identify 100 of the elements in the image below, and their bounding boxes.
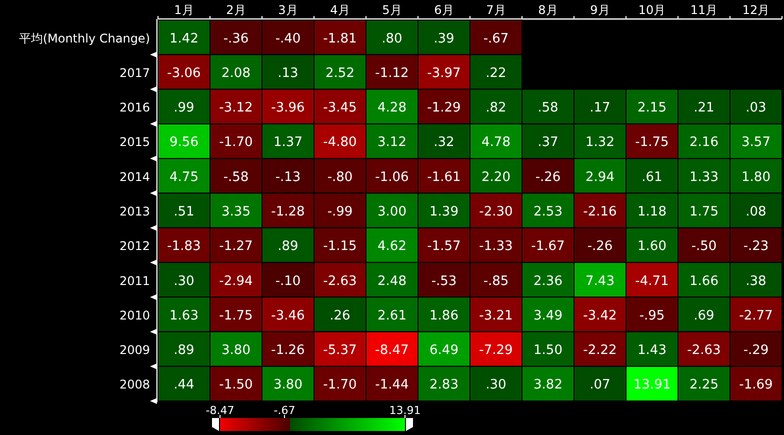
x-tick-label: 12月 [742,3,770,17]
data-label: 2.53 [534,204,562,220]
data-label: -3.97 [427,66,461,81]
data-label: .58 [538,100,558,116]
data-label: -.50 [691,239,717,254]
data-label: 3.35 [222,204,250,220]
data-label: -1.50 [219,378,253,393]
data-label: -1.29 [427,100,461,116]
data-label: -.85 [483,274,509,289]
y-tick-label: 2015 [119,135,150,150]
x-tick-label: 3月 [278,3,298,17]
data-label: 1.33 [690,170,718,185]
data-label: -.23 [743,239,769,254]
data-label: -1.57 [427,239,461,254]
color-bar-label: 13.91 [389,404,421,417]
data-label: 1.60 [638,239,666,254]
data-label: 6.49 [430,343,458,358]
data-label: 2.52 [326,66,354,81]
data-label: .30 [486,378,506,393]
data-label: -1.75 [635,135,669,150]
data-label: -1.75 [219,308,253,324]
x-tick-label: 8月 [538,3,558,17]
data-label: -1.70 [219,135,253,150]
data-label: -3.12 [219,100,253,116]
data-label: .51 [174,204,194,220]
data-label: .03 [746,100,766,116]
data-label: .61 [642,170,662,185]
data-label: .82 [486,100,506,116]
data-label: -1.67 [531,239,565,254]
data-label: 2.15 [638,100,666,116]
data-label: 2.25 [690,378,718,393]
y-tick-label: 2009 [119,343,150,358]
data-label: 2.83 [430,378,458,393]
data-label: 1.66 [690,274,718,289]
data-label: -2.94 [219,274,253,289]
data-label: -2.30 [479,204,513,220]
data-label: -2.16 [583,204,617,220]
data-label: 2.61 [378,308,406,324]
data-label: -3.21 [479,308,513,324]
data-label: 4.78 [482,135,510,150]
y-tick-label: 2013 [119,204,150,218]
data-label: -4.80 [323,135,357,150]
data-label: 1.42 [170,31,198,46]
data-label: 4.75 [170,170,198,185]
data-label: 3.80 [274,378,302,393]
data-label: .32 [434,135,454,150]
data-label: -7.29 [479,343,513,358]
data-label: -1.26 [271,343,305,358]
x-tick-label: 2月 [226,3,246,17]
data-label: -1.33 [479,239,513,254]
y-tick-label: 2011 [119,274,150,288]
color-bar-label: -8.47 [206,404,234,417]
data-label: -2.63 [687,343,721,358]
data-label: -1.44 [375,378,409,393]
data-label: -1.06 [375,170,409,185]
data-label: .17 [590,100,610,116]
data-label: -1.81 [323,31,357,46]
data-label: .89 [174,343,194,358]
data-label: .07 [590,378,610,393]
y-tick-label: 2017 [119,66,150,80]
data-label: -1.12 [375,66,409,81]
data-label: -3.96 [271,100,305,116]
data-label: -.80 [327,170,353,185]
data-label: -1.61 [427,170,461,185]
data-label: 13.91 [633,378,671,393]
data-label: -2.63 [323,274,357,289]
data-label: 3.57 [742,135,770,150]
data-label: .99 [174,100,194,116]
data-label: .69 [694,308,714,324]
data-label: .21 [694,100,714,116]
data-label: .30 [174,274,194,289]
data-label: -.53 [431,274,457,289]
data-label: 1.80 [742,170,770,185]
data-label: 2.36 [534,274,562,289]
data-label: .37 [538,135,558,150]
data-label: 3.49 [534,308,562,324]
data-label: 2.16 [690,135,718,150]
data-label: -2.22 [583,343,617,358]
data-label: -1.70 [323,378,357,393]
y-tick-label: 2010 [119,308,150,322]
data-label: -.40 [275,31,301,46]
data-label: 4.28 [378,100,406,116]
data-label: -.99 [327,204,353,220]
data-label: 2.08 [222,66,250,81]
data-label: -.13 [275,170,301,185]
data-label: -1.28 [271,204,305,220]
x-tick-label: 4月 [330,3,350,17]
data-label: -1.27 [219,239,253,254]
data-label: 2.48 [378,274,406,289]
x-tick-label: 9月 [590,3,610,17]
y-tick-label: 2008 [119,378,150,392]
data-label: 4.62 [378,239,406,254]
data-label: 3.80 [222,343,250,358]
data-label: 3.00 [378,204,406,220]
data-label: 1.37 [274,135,302,150]
data-label: 3.82 [534,378,562,393]
x-tick-label: 7月 [486,3,506,17]
x-tick-label: 1月 [174,3,194,17]
data-label: 7.43 [586,274,614,289]
data-label: -5.37 [323,343,357,358]
